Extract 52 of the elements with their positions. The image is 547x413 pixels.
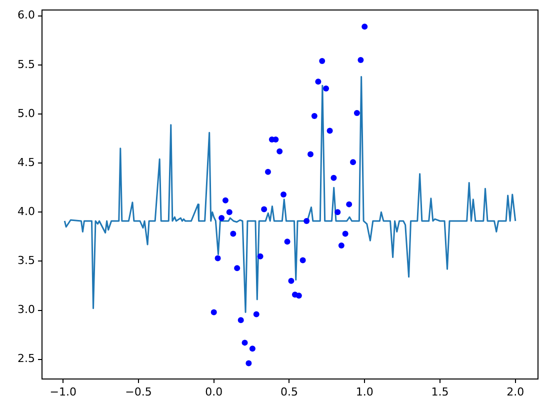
y-tick-label: 3.5 [18, 254, 35, 268]
point [350, 159, 356, 166]
point [222, 197, 228, 204]
y-tick-label: 3.0 [18, 303, 35, 316]
x-tick-label: 1.5 [431, 385, 449, 398]
point [238, 317, 244, 324]
x-tick-label: 1.0 [356, 385, 374, 398]
y-tick-label: 5.0 [18, 106, 35, 120]
point [226, 209, 232, 216]
point [214, 255, 221, 262]
point [264, 168, 271, 175]
point [253, 311, 260, 318]
point [284, 238, 290, 245]
point [338, 242, 344, 249]
point [304, 218, 310, 224]
point [276, 148, 283, 154]
point [280, 192, 287, 198]
point [242, 340, 248, 346]
point [334, 209, 341, 216]
point [358, 57, 364, 64]
point [230, 230, 236, 237]
x-tick-label: −1.0 [50, 385, 76, 398]
point [346, 201, 352, 208]
point [308, 151, 314, 158]
x-tick-label: 2.0 [506, 385, 524, 398]
y-tick-label: 4.5 [18, 156, 35, 169]
y-tick-label: 5.5 [18, 58, 35, 71]
x-tick-label: 0.5 [280, 385, 298, 398]
point [210, 309, 217, 316]
point [319, 58, 326, 64]
point [249, 346, 256, 352]
point [362, 24, 368, 30]
point [354, 110, 360, 116]
point [234, 265, 240, 272]
point [323, 86, 330, 92]
point [300, 257, 306, 264]
x-tick-label: −0.5 [125, 385, 152, 398]
point [311, 112, 318, 119]
point [218, 215, 225, 222]
x-tick-label: 0.0 [205, 385, 223, 398]
y-tick-label: 4.0 [18, 205, 35, 218]
point [246, 360, 252, 366]
point [288, 278, 294, 284]
point [257, 253, 264, 260]
y-tick-label: 6.0 [18, 8, 35, 22]
point [296, 292, 302, 299]
point [330, 174, 337, 181]
y-tick-label: 2.5 [18, 352, 35, 366]
point [342, 230, 348, 237]
point [326, 128, 333, 134]
point [315, 78, 322, 85]
point [261, 206, 268, 212]
